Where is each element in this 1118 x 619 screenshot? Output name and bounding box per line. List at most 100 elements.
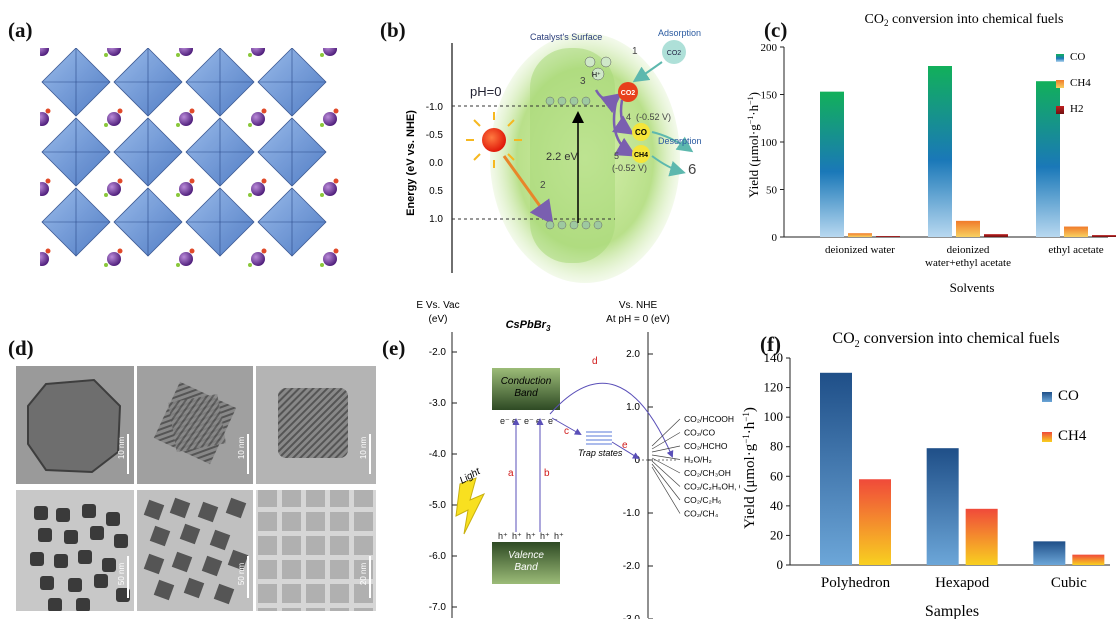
chart-f-xlabel: Samples [925, 603, 979, 619]
molecule [248, 193, 252, 197]
nanoparticle [153, 579, 175, 601]
nanoparticle [143, 499, 165, 521]
e-e: e [622, 440, 628, 451]
chart-f-ylabel: Yield (μmol·g−1·h−1) [741, 407, 758, 529]
bar-h2 [984, 234, 1008, 237]
e-right-tick: 1.0 [626, 402, 640, 413]
e-right-tick: 0 [634, 455, 640, 466]
atom [179, 252, 193, 266]
b-yaxis-label: Energy (eV vs. NHE) [405, 110, 417, 216]
nanoparticle [76, 598, 90, 611]
atom [251, 112, 265, 126]
nanoparticle [94, 574, 108, 588]
atom [107, 112, 121, 126]
e-d: d [592, 356, 598, 367]
y-tick-label: 200 [761, 42, 778, 54]
b-step5: 5 [614, 151, 619, 161]
molecule [261, 108, 267, 114]
panel-label-a: (a) [8, 18, 33, 42]
nanoparticle [48, 598, 62, 611]
bar-ch4 [1072, 554, 1105, 565]
electron: e⁻ [548, 416, 558, 426]
bar-h2 [1092, 235, 1116, 237]
e-right-tick: 2.0 [626, 349, 640, 360]
panel-label-c: (c) [764, 18, 788, 42]
x-tick-label: deionized [947, 244, 990, 256]
b-pot1: (-0.52 V) [636, 112, 671, 122]
b-tick: 0.0 [429, 158, 443, 169]
atom [323, 48, 337, 56]
y-tick-label: 20 [770, 527, 783, 542]
co2-label: CO2 [621, 90, 636, 97]
nanoparticle [149, 525, 171, 547]
nanoparticle [209, 529, 231, 551]
atom [40, 48, 49, 56]
y-tick-label: 0 [777, 557, 784, 572]
electron: e⁻ [536, 416, 546, 426]
y-tick-label: 120 [764, 380, 784, 395]
perovskite-structure [40, 48, 339, 267]
scale-bar: 10 nm [237, 437, 246, 460]
bar-co [1033, 541, 1066, 565]
panel-label-d: (d) [8, 336, 34, 360]
b-tick: 1.0 [429, 214, 443, 225]
molecule [117, 108, 123, 114]
molecule [104, 263, 108, 267]
e-left-tick: -5.0 [429, 500, 447, 511]
legend-swatch [1056, 54, 1064, 62]
b-ph: pH=0 [470, 84, 501, 99]
e-left-tick: -2.0 [429, 347, 447, 358]
e-cb-label2: Band [514, 388, 538, 399]
nanoparticle [38, 528, 52, 542]
nanoparticle [213, 583, 235, 605]
nanoparticle [227, 549, 249, 571]
nanoparticle [40, 576, 54, 590]
ch4-label: CH4 [634, 152, 648, 159]
y-tick-label: 50 [766, 185, 778, 197]
legend-label: CH4 [1058, 428, 1087, 444]
tem-hexapod-lowmag: 50 nm [137, 490, 253, 611]
bar-co [926, 448, 959, 565]
e-c: c [564, 426, 569, 437]
e-vb-label2: Band [514, 562, 538, 573]
molecule [248, 263, 252, 267]
e-cb-label: Conduction [501, 376, 552, 387]
atom [251, 252, 265, 266]
molecule [320, 193, 324, 197]
b-desorption: Desorption [658, 136, 702, 146]
atom [107, 252, 121, 266]
bar-co [820, 372, 852, 565]
bar-co [820, 91, 844, 238]
legend-label: CO [1070, 51, 1085, 63]
b-tick: 0.5 [429, 186, 443, 197]
tem-cubic: 10 nm [256, 366, 376, 484]
e-a: a [508, 468, 514, 479]
bar-ch4 [848, 233, 872, 237]
e-reaction: H₂O/H₂ [684, 455, 712, 465]
atom [107, 182, 121, 196]
e-right-tick: -1.0 [623, 508, 641, 519]
y-tick-label: 0 [772, 232, 778, 244]
nanoparticle [34, 506, 48, 520]
legend-swatch [1042, 392, 1052, 402]
bar-co [1036, 81, 1060, 237]
atom [179, 182, 193, 196]
bar-h2 [876, 236, 900, 237]
band-diagram-e: E Vs. Vac (eV) CsPbBr3 Vs. NHE At pH = 0… [416, 300, 740, 619]
bar-ch4 [859, 479, 891, 565]
nanoparticle [169, 497, 191, 519]
chart-f-title: CO2 conversion into chemical fuels [832, 330, 1059, 350]
hole: h⁺ [526, 531, 536, 541]
nanoparticle [90, 526, 104, 540]
co2-gas [662, 40, 686, 64]
x-tick-label: water+ethyl acetate [925, 257, 1011, 269]
molecule [104, 53, 108, 57]
chart-c-xlabel: Solvents [950, 280, 995, 295]
nanoparticle [116, 588, 130, 602]
molecule [333, 178, 339, 184]
e-reaction: CO₂/C₂H₆ [684, 495, 721, 505]
e-left-title: E Vs. Vac [416, 300, 459, 311]
band-diagram-b: -1.0 -0.5 0.0 0.5 1.0 Energy (eV vs. NHE… [405, 28, 702, 283]
electron: e⁻ [524, 416, 534, 426]
molecule [176, 263, 180, 267]
